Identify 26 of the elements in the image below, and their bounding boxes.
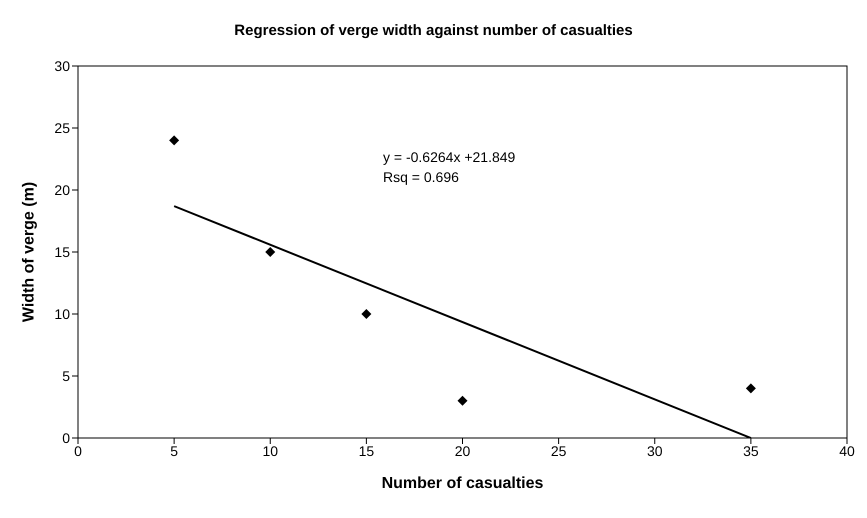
x-tick-label: 30 xyxy=(646,442,663,459)
y-axis-title: Width of verge (m) xyxy=(20,182,38,322)
chart-title: Regression of verge width against number of casualties xyxy=(233,22,634,39)
y-tick-label: 5 xyxy=(62,368,70,384)
annotation: Rsq = 0.696 xyxy=(383,169,460,185)
x-tick-label: 35 xyxy=(743,442,759,459)
y-tick-label: 0 xyxy=(62,430,70,446)
point xyxy=(458,396,468,406)
x-tick-label: 0 xyxy=(74,442,82,459)
y-tick-label: 30 xyxy=(54,58,70,74)
point xyxy=(361,309,372,319)
point xyxy=(169,135,180,146)
x-tick-label: 25 xyxy=(550,442,567,459)
x-tick-label: 20 xyxy=(454,442,470,459)
annotation: y = -0.6264x +21.849 xyxy=(383,149,516,165)
y-tick-label: 10 xyxy=(54,306,70,322)
x-tick-label: 10 xyxy=(262,442,278,459)
point xyxy=(746,383,756,394)
x-tick-label: 5 xyxy=(170,442,178,459)
y-tick-label: 15 xyxy=(54,244,70,260)
x-tick-label: 40 xyxy=(839,442,855,459)
point xyxy=(265,247,276,257)
x-tick-label: 15 xyxy=(358,442,374,459)
y-tick-label: 25 xyxy=(54,120,70,136)
x-axis-title: Number of casualties xyxy=(382,475,544,492)
y-tick-label: 20 xyxy=(54,182,70,198)
